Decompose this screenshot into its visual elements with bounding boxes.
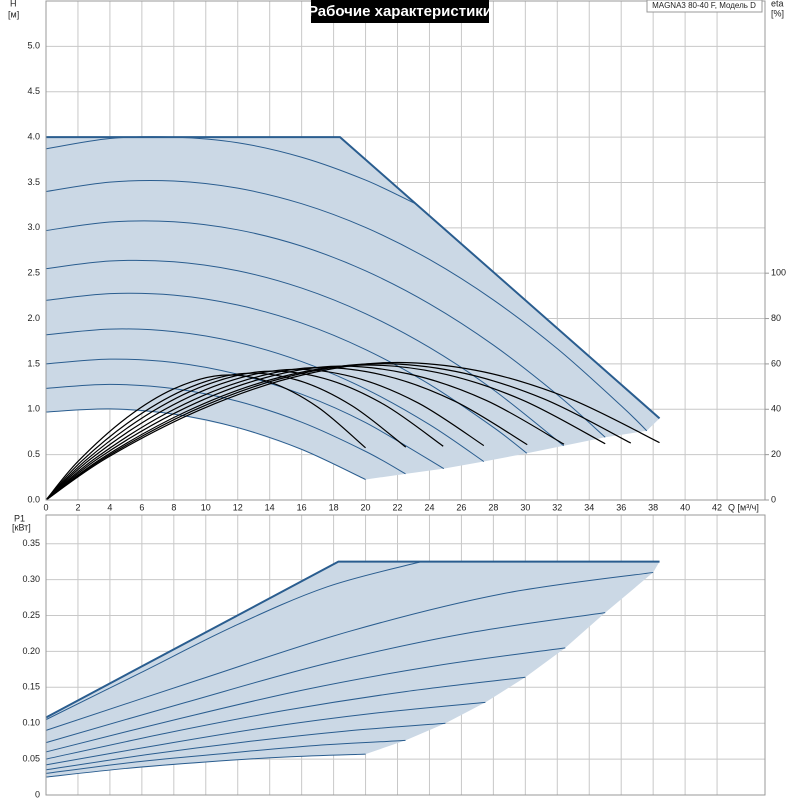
y-tick-label: 0: [35, 789, 40, 799]
curve: [45, 220, 606, 438]
x-tick-label: 30: [520, 502, 530, 512]
x-tick-label: 10: [201, 502, 211, 512]
x-tick-label: 26: [456, 502, 466, 512]
chart-title: Рабочие характеристики: [308, 3, 492, 20]
efficiency-curve: [45, 374, 366, 501]
efficiency-curve: [45, 361, 660, 501]
x-tick-label: 24: [424, 502, 434, 512]
y2-tick-label: 100: [771, 268, 786, 278]
x-tick-label: 18: [329, 502, 339, 512]
y-tick-label: 2.0: [27, 313, 40, 323]
y-tick-label: 2.5: [27, 268, 40, 278]
efficiency-curve: [45, 366, 528, 501]
y-tick-label: 0.5: [27, 449, 40, 459]
y-tick-label: 1.5: [27, 358, 40, 368]
x-tick-label: 22: [393, 502, 403, 512]
y-axis-label: P1: [14, 513, 25, 523]
model-label: MAGNA3 80-40 F, Модель D: [652, 1, 756, 10]
y2-tick-label: 0: [771, 494, 776, 504]
y-tick-label: 0.20: [22, 646, 40, 656]
x-tick-label: 28: [488, 502, 498, 512]
efficiency-curve: [45, 372, 407, 501]
bottom-frame: [45, 514, 766, 796]
y2-tick-label: 80: [771, 313, 781, 323]
y-tick-label: 0.25: [22, 610, 40, 620]
y-axis-unit: [кВт]: [12, 522, 31, 532]
x-tick-label: 14: [265, 502, 275, 512]
curve: [45, 292, 528, 454]
x-tick-label: 38: [648, 502, 658, 512]
plot-layer: 0 2 4 6 8 10 12 14 16 18 20 22 24 26 28 30 32 34 36 38 40 420…: [22, 1, 786, 799]
y-axis-unit: [м]: [8, 9, 19, 19]
curve: [45, 328, 485, 462]
curve: [45, 383, 406, 475]
efficiency-curve: [45, 365, 565, 501]
y-tick-label: 4.5: [27, 86, 40, 96]
efficiency-curve: [45, 364, 606, 501]
x-tick-label: 34: [584, 502, 594, 512]
y-tick-label: 5.0: [27, 41, 40, 51]
x-tick-label: 40: [680, 502, 690, 512]
model-box: [646, 0, 763, 13]
y-axis-label: H: [10, 0, 17, 8]
x-tick-label: 42: [712, 502, 722, 512]
efficiency-curve: [45, 370, 444, 501]
x-tick-label: 12: [233, 502, 243, 512]
y-tick-label: 0.10: [22, 718, 40, 728]
efficiency-curve: [45, 368, 485, 501]
curve: [45, 722, 446, 771]
y2-tick-label: 60: [771, 358, 781, 368]
y2-tick-label: 20: [771, 449, 781, 459]
y-tick-label: 0.35: [22, 538, 40, 548]
curve: [45, 136, 417, 205]
x-tick-label: 4: [107, 502, 112, 512]
curve: [45, 739, 406, 774]
y-tick-label: 0.15: [22, 682, 40, 692]
curve: [45, 408, 366, 480]
curve: [45, 753, 366, 778]
y-tick-label: 0.05: [22, 753, 40, 763]
x-tick-label: 32: [552, 502, 562, 512]
y-tick-label: 4.0: [27, 131, 40, 141]
curve: [45, 647, 566, 753]
y-tick-label: 1.0: [27, 404, 40, 414]
operating-area: [46, 561, 660, 778]
y-tick-label: 3.5: [27, 177, 40, 187]
curve: [45, 571, 654, 731]
title-box: [311, 0, 489, 23]
x-tick-label: 16: [297, 502, 307, 512]
curve: [45, 259, 564, 447]
y2-tick-label: 40: [771, 404, 781, 414]
x-axis-label: Q [м³/ч]: [728, 502, 759, 512]
efficiency-curve: [45, 363, 632, 501]
x-tick-label: 0: [43, 502, 48, 512]
x-tick-label: 6: [139, 502, 144, 512]
curve: [45, 560, 660, 719]
curve: [45, 179, 648, 432]
x-tick-label: 8: [171, 502, 176, 512]
curve: [45, 612, 606, 744]
y-tick-label: 0.30: [22, 574, 40, 584]
x-tick-label: 20: [361, 502, 371, 512]
y2-axis-label: eta: [771, 0, 784, 8]
curve: [45, 676, 526, 760]
y-tick-label: 0.0: [27, 494, 40, 504]
y-tick-label: 3.0: [27, 222, 40, 232]
x-tick-label: 36: [616, 502, 626, 512]
line-layer: [45, 136, 661, 778]
x-tick-label: 2: [75, 502, 80, 512]
curve: [45, 701, 486, 766]
curve: [45, 561, 422, 721]
y2-axis-unit: [%]: [771, 8, 784, 18]
